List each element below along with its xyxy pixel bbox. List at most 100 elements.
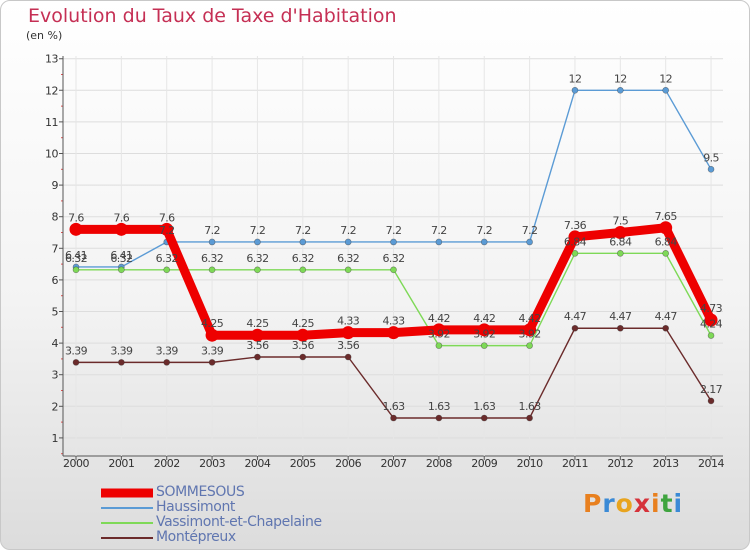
data-point xyxy=(526,238,533,246)
data-point xyxy=(344,266,352,274)
data-point xyxy=(707,166,715,173)
data-label: 4.24 xyxy=(700,318,723,331)
y-tick-label: 4 xyxy=(52,337,59,350)
legend-label: SOMMESOUS xyxy=(156,484,245,500)
data-point xyxy=(118,266,125,274)
data-point xyxy=(480,414,488,422)
data-point xyxy=(477,323,491,337)
data-label: 4.25 xyxy=(201,317,224,330)
y-tick-label: 2 xyxy=(52,400,59,413)
legend-item: Haussimont xyxy=(101,499,431,515)
legend-swatch xyxy=(101,488,153,497)
data-label: 12 xyxy=(614,72,627,85)
data-point xyxy=(387,326,401,340)
y-tick-label: 3 xyxy=(52,369,59,382)
y-tick-label: 12 xyxy=(45,84,58,97)
x-tick-label: 2000 xyxy=(63,457,89,470)
y-tick-label: 11 xyxy=(45,116,58,129)
legend-label: Montépreux xyxy=(156,529,236,545)
x-tick-label: 2006 xyxy=(335,457,361,470)
data-label: 3.92 xyxy=(473,328,495,341)
data-point xyxy=(299,266,307,274)
data-label: 12 xyxy=(659,72,672,85)
data-point xyxy=(299,353,307,361)
data-label: 4.42 xyxy=(473,312,495,325)
data-label: 3.92 xyxy=(428,328,450,341)
legend-item: Montépreux xyxy=(101,529,431,545)
y-tick-label: 10 xyxy=(45,148,58,161)
data-label: 6.41 xyxy=(65,249,87,262)
data-label: 3.56 xyxy=(246,339,269,352)
data-label: 7.6 xyxy=(159,211,175,224)
data-label: 6.84 xyxy=(655,235,678,248)
data-point xyxy=(344,353,352,361)
data-label: 6.32 xyxy=(156,252,178,265)
x-tick-label: 2008 xyxy=(426,457,452,470)
data-label: 4.25 xyxy=(292,317,315,330)
data-label: 3.56 xyxy=(292,339,315,352)
x-tick-label: 2005 xyxy=(290,457,316,470)
data-label: 4.47 xyxy=(564,310,587,323)
legend-item: Vassimont-et-Chapelaine xyxy=(101,514,431,530)
data-label: 6.32 xyxy=(337,252,359,265)
data-label: 7.6 xyxy=(114,211,130,224)
x-tick-label: 2013 xyxy=(653,457,679,470)
data-point xyxy=(704,313,718,327)
data-point xyxy=(571,324,579,332)
data-point xyxy=(613,226,627,239)
y-tick-label: 13 xyxy=(45,53,58,66)
y-tick-label: 7 xyxy=(52,242,59,255)
data-label: 7.2 xyxy=(431,224,447,237)
legend-swatch xyxy=(101,536,153,539)
data-point xyxy=(435,414,443,422)
data-label: 7.2 xyxy=(295,224,311,237)
data-point xyxy=(662,250,669,257)
chart-title: Evolution du Taux de Taxe d'Habitation xyxy=(28,5,397,27)
chart-legend: SOMMESOUS Haussimont Vassimont-et-Chapelai… xyxy=(101,484,431,545)
data-label: 3.39 xyxy=(201,344,224,357)
data-label: 4.42 xyxy=(428,312,450,325)
legend-swatch xyxy=(101,506,153,509)
data-label: 4.47 xyxy=(609,310,632,323)
data-point xyxy=(72,266,80,274)
data-point xyxy=(617,87,624,94)
data-point xyxy=(432,323,446,337)
data-point xyxy=(480,342,488,349)
proxiti-logo: Proxiti xyxy=(583,489,683,518)
data-point xyxy=(571,250,579,257)
data-label: 1.63 xyxy=(428,400,451,413)
data-label: 6.32 xyxy=(110,252,132,265)
data-label: 3.92 xyxy=(519,328,541,341)
data-point xyxy=(299,238,307,246)
logo-letter: r xyxy=(602,489,616,518)
unit-label: (en %) xyxy=(26,29,63,42)
data-label: 1.63 xyxy=(519,400,542,413)
legend-label: Vassimont-et-Chapelaine xyxy=(156,514,322,530)
logo-letter: o xyxy=(615,489,634,518)
legend-label: Haussimont xyxy=(156,499,236,515)
y-tick-label: 1 xyxy=(52,432,59,445)
x-tick-label: 2007 xyxy=(381,457,407,470)
x-tick-label: 2009 xyxy=(471,457,497,470)
data-point xyxy=(208,266,216,274)
data-label: 7.2 xyxy=(476,224,492,237)
data-point xyxy=(390,266,397,274)
data-point xyxy=(617,324,624,332)
data-point xyxy=(69,222,83,236)
data-point xyxy=(523,323,537,337)
data-label: 7.36 xyxy=(564,219,587,232)
data-label: 3.39 xyxy=(110,344,133,357)
data-point xyxy=(659,221,673,235)
data-point xyxy=(118,359,125,366)
data-label: 7.2 xyxy=(386,224,402,237)
data-point xyxy=(254,238,261,246)
logo-letter: i xyxy=(673,489,684,518)
data-point xyxy=(163,266,171,274)
data-point xyxy=(344,238,352,246)
data-point xyxy=(435,238,443,246)
data-point xyxy=(254,353,261,361)
x-tick-label: 2002 xyxy=(154,457,180,470)
x-tick-label: 2010 xyxy=(517,457,543,470)
data-label: 4.33 xyxy=(337,315,360,328)
